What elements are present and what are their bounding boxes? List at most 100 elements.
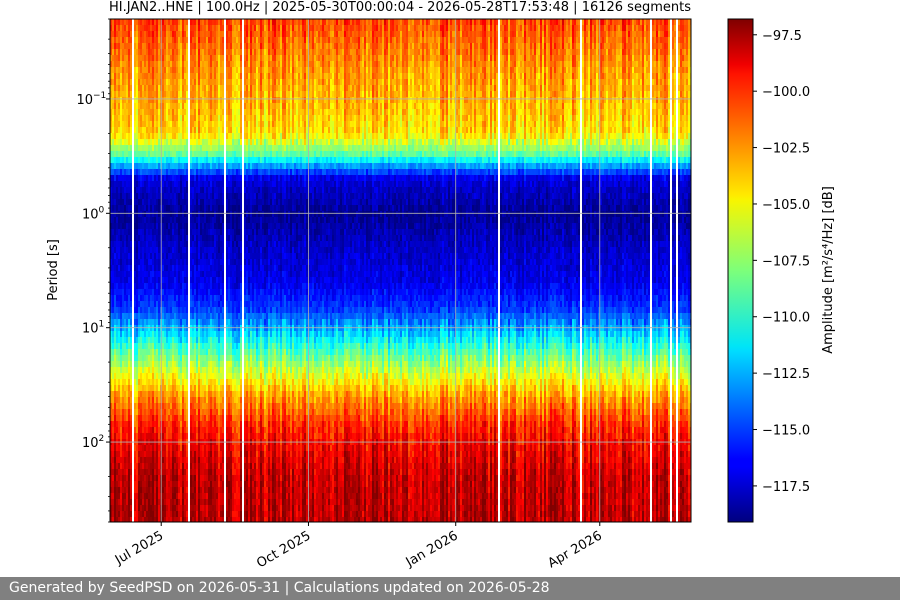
spectrogram-column — [518, 19, 521, 522]
spectrogram-column — [660, 19, 663, 522]
spectrogram-column — [250, 19, 253, 522]
y-tick-exponent: −1 — [93, 91, 106, 101]
colorbar-tick-label: −112.5 — [762, 367, 810, 382]
spectrogram-column — [272, 19, 275, 522]
spectrogram-column — [294, 19, 297, 522]
spectrogram-heatmap — [110, 19, 691, 522]
spectrogram-column — [620, 19, 623, 522]
spectrogram-column — [124, 19, 127, 522]
spectrogram-column — [210, 19, 213, 522]
spectrogram-column — [268, 19, 271, 522]
spectrogram-column — [382, 19, 385, 522]
spectrogram-column — [392, 19, 395, 522]
spectrogram-column — [114, 19, 117, 522]
spectrogram-column — [228, 19, 231, 522]
spectrogram-column — [322, 19, 325, 522]
spectrogram-column — [466, 19, 469, 522]
spectrogram-column — [664, 19, 667, 522]
spectrogram-column — [336, 19, 339, 522]
spectrogram-column — [486, 19, 489, 522]
colorbar-tick-label: −102.5 — [762, 142, 810, 157]
spectrogram-column — [414, 19, 417, 522]
chart-title: HI.JAN2..HNE | 100.0Hz | 2025-05-30T00:0… — [109, 0, 691, 15]
spectrogram-column — [402, 19, 405, 522]
spectrogram-column — [238, 19, 241, 522]
y-axis-label: Period [s] — [46, 239, 61, 301]
spectrogram-column — [410, 19, 413, 522]
spectrogram-column — [586, 19, 589, 522]
spectrogram-column — [578, 19, 581, 522]
spectrogram-column — [154, 19, 157, 522]
spectrogram-column — [274, 19, 277, 522]
spectrogram-column — [602, 19, 605, 522]
spectrogram-column — [456, 19, 459, 522]
spectrogram-column — [458, 19, 461, 522]
spectrogram-column — [504, 19, 507, 522]
spectrogram-column — [546, 19, 549, 522]
spectrogram-column — [462, 19, 465, 522]
spectrogram-column — [658, 19, 661, 522]
spectrogram-column — [182, 19, 185, 522]
spectrogram-column — [278, 19, 281, 522]
spectrogram-column — [300, 19, 303, 522]
spectrogram-column — [296, 19, 299, 522]
spectrogram-column — [556, 19, 559, 522]
spectrogram-column — [328, 19, 331, 522]
spectrogram-column — [236, 19, 239, 522]
spectrogram-column — [306, 19, 309, 522]
spectrogram-column — [560, 19, 563, 522]
spectrogram-column — [640, 19, 643, 522]
spectrogram-column — [158, 19, 161, 522]
spectrogram-column — [246, 19, 249, 522]
spectrogram-column — [372, 19, 375, 522]
spectrogram-column — [314, 19, 317, 522]
spectrogram-column — [400, 19, 403, 522]
spectrogram-column — [340, 19, 343, 522]
colorbar-label: Amplitude [m²/s⁴/Hz] [dB] — [821, 186, 836, 354]
spectrogram-column — [180, 19, 183, 522]
spectrogram-column — [376, 19, 379, 522]
colorbar-tick-label: −115.0 — [762, 424, 810, 439]
spectrogram-column — [494, 19, 497, 522]
spectrogram-column — [650, 19, 652, 522]
spectrogram-column — [256, 19, 259, 522]
spectrogram-column — [590, 19, 593, 522]
spectrogram-column — [122, 19, 125, 522]
colorbar — [727, 18, 754, 523]
spectrogram-column — [192, 19, 195, 522]
footer-text: Generated by SeedPSD on 2026-05-31 | Cal… — [9, 580, 550, 596]
spectrogram-column — [346, 19, 349, 522]
spectrogram-column — [418, 19, 421, 522]
spectrogram-column — [188, 19, 190, 522]
y-tick-label: 10 — [82, 436, 99, 451]
spectrogram-column — [606, 19, 609, 522]
spectrogram-column — [260, 19, 263, 522]
spectrogram-column — [624, 19, 627, 522]
spectrogram-column — [554, 19, 557, 522]
spectrogram-column — [648, 19, 651, 522]
spectrogram-column — [540, 19, 543, 522]
spectrogram-column — [678, 19, 681, 522]
spectrogram-column — [464, 19, 467, 522]
colorbar-tick-label: −117.5 — [762, 480, 810, 495]
spectrogram-column — [536, 19, 539, 522]
spectrogram-column — [526, 19, 529, 522]
spectrogram-column — [332, 19, 335, 522]
x-tick-label: Apr 2026 — [546, 528, 605, 571]
spectrogram-column — [134, 19, 137, 522]
colorbar-tick-label: −110.0 — [762, 311, 810, 326]
spectrogram-column — [632, 19, 635, 522]
spectrogram-column — [146, 19, 149, 522]
spectrogram-column — [452, 19, 455, 522]
spectrogram-column — [668, 19, 671, 522]
spectrogram-column — [166, 19, 169, 522]
spectrogram-column — [576, 19, 579, 522]
spectrogram-column — [498, 19, 500, 522]
spectrogram-column — [472, 19, 475, 522]
spectrogram-column — [552, 19, 555, 522]
spectrogram-column — [672, 19, 675, 522]
spectrogram-column — [138, 19, 141, 522]
